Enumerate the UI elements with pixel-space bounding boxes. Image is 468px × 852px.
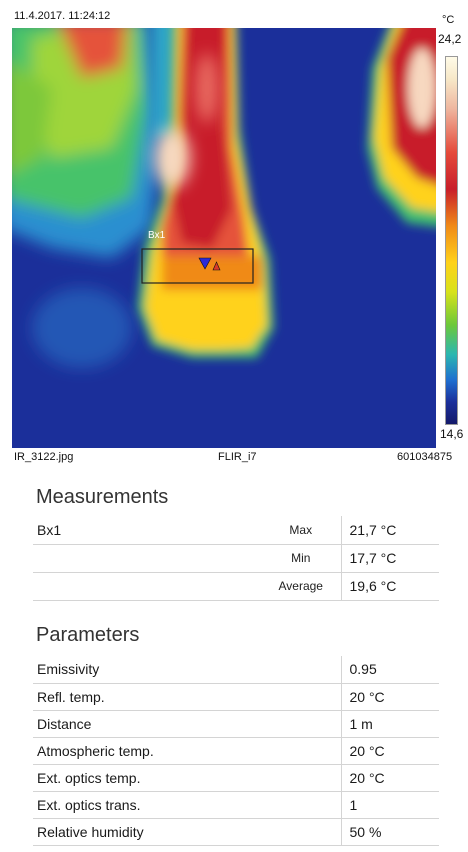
table-row: Emissivity 0.95 <box>33 656 439 684</box>
parameter-value: 20 °C <box>340 683 439 711</box>
parameter-value: 1 <box>340 791 439 819</box>
table-row: Bx1 Max 21,7 °C <box>33 516 439 545</box>
parameter-value: 1 m <box>340 710 439 738</box>
color-scale-bar <box>445 56 458 425</box>
parameter-label: Atmospheric temp. <box>33 737 341 765</box>
thermal-image <box>12 28 436 448</box>
table-row: Ext. optics temp. 20 °C <box>33 764 439 792</box>
timestamp: 11.4.2017. 11:24:12 <box>14 10 111 22</box>
file-name: IR_3122.jpg <box>14 451 74 463</box>
table-row: Relative humidity 50 % <box>33 818 439 846</box>
parameter-value: 20 °C <box>340 737 439 765</box>
table-row: Atmospheric temp. 20 °C <box>33 737 439 765</box>
measurement-name: Bx1 <box>33 516 261 545</box>
measurements-table: Bx1 Max 21,7 °C Min 17,7 °C Average 19,6… <box>33 516 439 601</box>
box-label: Bx1 <box>148 230 166 241</box>
measurement-name <box>33 544 261 573</box>
table-row: Refl. temp. 20 °C <box>33 683 439 711</box>
measurement-value: 19,6 °C <box>340 572 439 601</box>
parameter-label: Ext. optics trans. <box>33 791 341 819</box>
camera-model: FLIR_i7 <box>218 451 257 463</box>
table-row: Min 17,7 °C <box>33 544 439 573</box>
min-marker-icon <box>198 257 212 270</box>
measurement-label: Average <box>261 572 341 601</box>
table-row: Distance 1 m <box>33 710 439 738</box>
parameter-value: 50 % <box>340 818 439 846</box>
measurement-box-bx1[interactable] <box>141 248 254 284</box>
measurement-name <box>33 572 261 601</box>
scale-min-label: 14,6 <box>440 427 464 441</box>
parameter-label: Emissivity <box>33 656 341 684</box>
parameter-value: 0.95 <box>340 656 439 684</box>
table-row: Ext. optics trans. 1 <box>33 791 439 819</box>
measurement-label: Max <box>261 516 341 545</box>
measurements-title: Measurements <box>36 486 169 508</box>
scale-max-label: 24,2 <box>438 32 462 46</box>
parameters-title: Parameters <box>36 624 140 646</box>
parameter-value: 20 °C <box>340 764 439 792</box>
parameter-label: Distance <box>33 710 341 738</box>
parameters-table: Emissivity 0.95 Refl. temp. 20 °C Distan… <box>33 656 439 846</box>
parameter-label: Relative humidity <box>33 818 341 846</box>
measurement-value: 17,7 °C <box>340 544 439 573</box>
max-marker-icon <box>212 261 221 271</box>
table-row: Average 19,6 °C <box>33 572 439 601</box>
temperature-unit: °C <box>442 14 455 26</box>
measurement-value: 21,7 °C <box>340 516 439 545</box>
parameter-label: Refl. temp. <box>33 683 341 711</box>
camera-serial: 601034875 <box>397 451 453 463</box>
parameter-label: Ext. optics temp. <box>33 764 341 792</box>
measurement-label: Min <box>261 544 341 573</box>
